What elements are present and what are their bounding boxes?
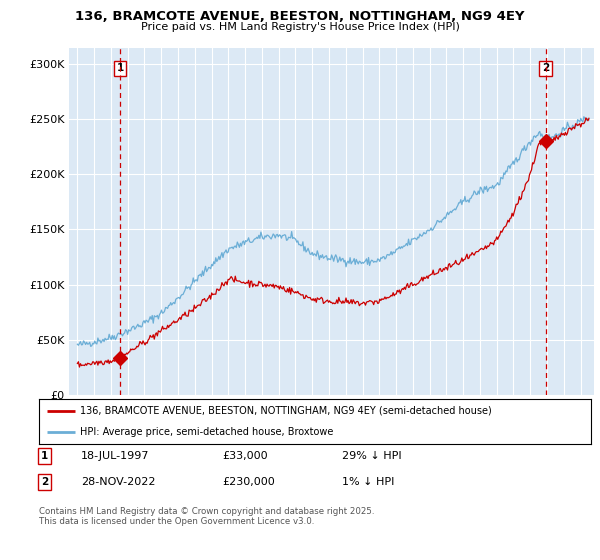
Text: 136, BRAMCOTE AVENUE, BEESTON, NOTTINGHAM, NG9 4EY (semi-detached house): 136, BRAMCOTE AVENUE, BEESTON, NOTTINGHA… — [80, 406, 492, 416]
Text: 2: 2 — [41, 477, 48, 487]
Text: 1: 1 — [116, 63, 124, 73]
Text: Price paid vs. HM Land Registry's House Price Index (HPI): Price paid vs. HM Land Registry's House … — [140, 22, 460, 32]
Text: 136, BRAMCOTE AVENUE, BEESTON, NOTTINGHAM, NG9 4EY: 136, BRAMCOTE AVENUE, BEESTON, NOTTINGHA… — [75, 10, 525, 23]
Text: Contains HM Land Registry data © Crown copyright and database right 2025.
This d: Contains HM Land Registry data © Crown c… — [39, 507, 374, 526]
Text: 2: 2 — [542, 63, 550, 73]
Text: 28-NOV-2022: 28-NOV-2022 — [81, 477, 155, 487]
Text: 1% ↓ HPI: 1% ↓ HPI — [342, 477, 394, 487]
Text: 18-JUL-1997: 18-JUL-1997 — [81, 451, 149, 461]
Text: £33,000: £33,000 — [222, 451, 268, 461]
Text: HPI: Average price, semi-detached house, Broxtowe: HPI: Average price, semi-detached house,… — [80, 427, 334, 437]
Text: 1: 1 — [41, 451, 48, 461]
Text: 29% ↓ HPI: 29% ↓ HPI — [342, 451, 401, 461]
Text: £230,000: £230,000 — [222, 477, 275, 487]
